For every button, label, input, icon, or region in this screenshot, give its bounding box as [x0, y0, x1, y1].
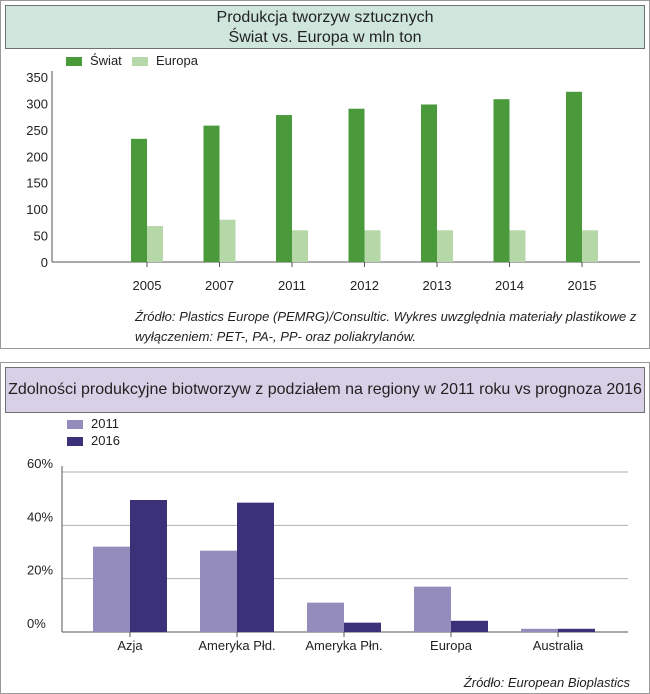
bar-europa-4	[437, 230, 453, 262]
x-tick-label: Ameryka Płn.	[305, 638, 382, 653]
y-tick-label: 300	[26, 96, 48, 111]
bar-2011-1	[200, 550, 237, 632]
legend-label: 2016	[91, 433, 120, 448]
y-tick-label: 150	[26, 176, 48, 191]
bottom-chart-svg: 60% 40% 20% 0% Azja Ameryka Płd. Ameryka Płn. E…	[27, 416, 628, 653]
bar--wiat-5	[493, 99, 510, 262]
y-tick-label: 200	[26, 149, 48, 164]
x-tick-label: 2015	[568, 278, 597, 293]
y-tick-label: 0	[41, 255, 48, 270]
bar-2016-3	[451, 620, 488, 632]
y-tick-label: 40%	[27, 509, 53, 524]
x-tick-label: Ameryka Płd.	[198, 638, 275, 653]
y-tick-label: 100	[26, 202, 48, 217]
top-chart-subtitle: Świat vs. Europa w mln ton	[228, 29, 422, 46]
bottom-chart-title-box: Zdolności produkcyjne biotworzyw z podzi…	[5, 367, 645, 413]
bar-2016-4	[558, 628, 595, 632]
bar-2011-4	[521, 628, 558, 632]
y-tick-label: 60%	[27, 456, 53, 471]
bar-europa-1	[219, 219, 236, 262]
x-tick-label: 2014	[495, 278, 524, 293]
bar-2011-2	[307, 602, 344, 632]
bar--wiat-1	[203, 125, 220, 262]
legend-label: Świat	[90, 53, 122, 68]
bar--wiat-6	[566, 91, 582, 262]
bottom-chart-title: Zdolności produkcyjne biotworzyw z podzi…	[8, 381, 642, 398]
y-tick-label: 20%	[27, 563, 53, 578]
legend-swatch	[132, 57, 148, 66]
y-tick-label: 250	[26, 123, 48, 138]
bar-europa-5	[509, 230, 526, 262]
top-chart-title-box: Produkcja tworzyw sztucznych Świat vs. E…	[5, 5, 645, 49]
legend-swatch	[67, 420, 83, 429]
top-chart-title: Produkcja tworzyw sztucznych	[216, 9, 434, 26]
bar--wiat-0	[131, 138, 147, 262]
y-tick-label: 0%	[27, 616, 46, 631]
x-tick-label: 2005	[133, 278, 162, 293]
y-tick-label: 350	[26, 70, 48, 85]
legend-label: Europa	[156, 53, 199, 68]
x-tick-label: 2011	[278, 278, 306, 293]
x-tick-label: Europa	[430, 638, 473, 653]
bar-2016-1	[237, 502, 274, 632]
legend-swatch	[66, 57, 82, 66]
legend-swatch	[67, 437, 83, 446]
legend-label: 2011	[91, 416, 119, 431]
bar-2011-3	[414, 586, 451, 632]
bar--wiat-2	[276, 115, 292, 262]
bar-europa-6	[582, 230, 598, 262]
bar--wiat-4	[421, 104, 437, 262]
bar-europa-2	[292, 230, 308, 262]
top-chart-svg: 350 300 250 200 150 100 50 0 2005 2007 2011 2012 201…	[26, 53, 640, 293]
x-tick-label: 2007	[205, 278, 234, 293]
bar--wiat-3	[348, 108, 365, 262]
x-tick-label: 2012	[350, 278, 379, 293]
bottom-chart-panel: Zdolności produkcyjne biotworzyw z podzi…	[0, 362, 650, 694]
bar-2016-2	[344, 622, 381, 632]
bar-europa-0	[147, 226, 163, 262]
top-chart-panel: Produkcja tworzyw sztucznych Świat vs. E…	[0, 0, 650, 349]
top-chart-source: Źródło: Plastics Europe (PEMRG)/Consulti…	[135, 309, 637, 344]
bar-2016-0	[130, 500, 167, 632]
x-tick-label: 2013	[423, 278, 452, 293]
bar-europa-3	[364, 230, 381, 262]
bottom-chart-source: Źródło: European Bioplastics	[463, 675, 630, 690]
x-tick-label: Azja	[117, 638, 143, 653]
y-tick-label: 50	[34, 229, 48, 244]
x-tick-label: Australia	[533, 638, 584, 653]
bar-2011-0	[93, 546, 130, 632]
